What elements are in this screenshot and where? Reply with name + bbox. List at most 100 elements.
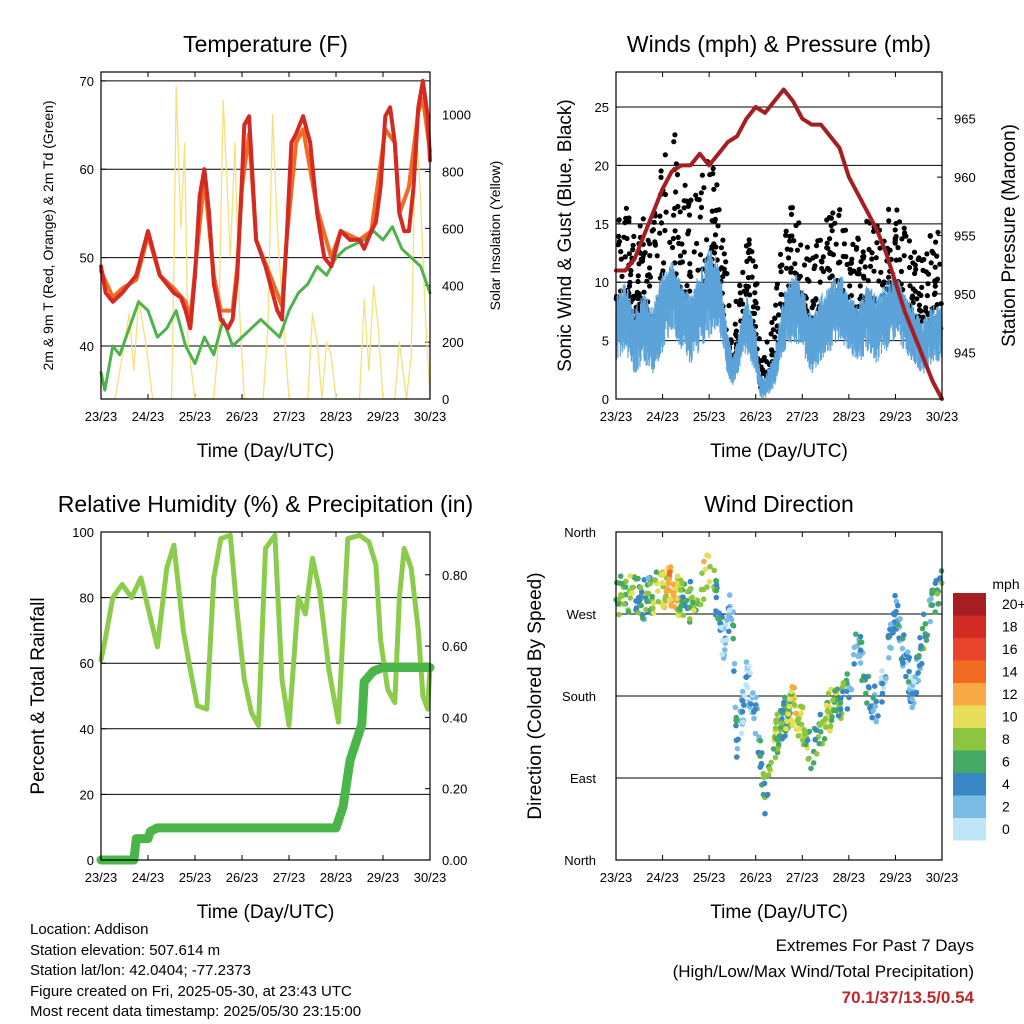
gust-dot xyxy=(673,161,680,167)
direction-point xyxy=(873,718,879,725)
direction-point xyxy=(848,686,855,693)
gust-dot xyxy=(710,165,716,172)
gust-dot xyxy=(777,263,783,269)
direction-point xyxy=(707,563,713,570)
direction-point xyxy=(829,714,835,720)
gust-dot xyxy=(912,262,918,268)
gust-dot xyxy=(652,239,658,245)
gust-dot xyxy=(764,339,770,345)
direction-point xyxy=(785,711,791,717)
direction-point xyxy=(909,696,915,702)
direction-point xyxy=(857,647,864,653)
location-text: Location: Addison xyxy=(30,921,149,938)
winds-xtick-label: 23/23 xyxy=(600,409,633,424)
gust-dot xyxy=(674,172,681,178)
gust-dot xyxy=(869,256,875,262)
gust-dot xyxy=(716,207,722,213)
gust-dot xyxy=(856,266,862,272)
direction-point xyxy=(837,699,844,706)
recent-text: Most recent data timestamp: 2025/05/30 2… xyxy=(30,1003,362,1020)
temperature-ylabel: 2m & 9m T (Red, Orange) & 2m Td (Green) xyxy=(40,101,56,371)
gust-dot xyxy=(752,263,759,270)
gust-dot xyxy=(827,236,833,242)
humidity-xtick-label: 28/23 xyxy=(320,870,353,885)
direction-point xyxy=(906,668,912,675)
direction-xtick-label: 25/23 xyxy=(693,870,726,885)
gust-dot xyxy=(663,209,669,215)
winds-xtick-label: 25/23 xyxy=(693,409,726,424)
gust-dot xyxy=(820,254,826,260)
gust-dot xyxy=(630,242,636,248)
direction-point xyxy=(840,680,847,686)
gust-dot xyxy=(793,222,799,229)
gust-dot xyxy=(907,283,913,289)
gust-dot xyxy=(616,217,622,223)
gust-dot xyxy=(684,283,690,289)
gust-dot xyxy=(647,283,653,289)
direction-point xyxy=(869,714,875,721)
chart-temperature: Temperature (F) Time (Day/UTC) 23/23 24/23 2… xyxy=(40,31,503,462)
gust-dot xyxy=(813,243,820,249)
direction-point xyxy=(766,766,773,772)
direction-point xyxy=(895,622,901,628)
winds-y2tick-label: 950 xyxy=(954,287,976,302)
direction-point xyxy=(764,791,771,798)
direction-point xyxy=(846,694,852,701)
gust-dot xyxy=(646,272,652,278)
speed-legend: mph 20+ 18 16 14 12 10 8 6 4 2 0 xyxy=(953,576,1024,841)
speed-legend-label: 2 xyxy=(1002,799,1010,815)
direction-point xyxy=(916,662,923,669)
gust-dot xyxy=(669,244,676,251)
gust-dot xyxy=(737,282,743,288)
direction-point xyxy=(680,594,686,600)
gust-dot xyxy=(636,261,642,267)
chart-winds: Winds (mph) & Pressure (mb) Time (Day/UTC… xyxy=(555,31,1020,462)
direction-point xyxy=(667,596,674,602)
direction-point xyxy=(779,716,785,722)
gust-dot xyxy=(906,264,913,271)
direction-ytick-label: West xyxy=(567,607,597,622)
speed-legend-label: 18 xyxy=(1002,619,1018,635)
gust-dot xyxy=(893,257,899,263)
gust-dot xyxy=(679,241,685,247)
gust-dot xyxy=(906,238,913,244)
direction-point xyxy=(638,589,645,595)
direction-point xyxy=(668,602,674,608)
direction-point xyxy=(650,605,656,612)
direction-point xyxy=(892,592,898,599)
temperature-xtick-label: 27/23 xyxy=(273,409,306,424)
gust-dot xyxy=(682,182,688,188)
gust-dot xyxy=(932,264,938,270)
humidity-line xyxy=(98,532,433,728)
direction-point xyxy=(627,595,633,601)
gust-dot xyxy=(661,260,667,266)
direction-point xyxy=(647,580,653,587)
gust-dot xyxy=(857,283,863,289)
gust-dot xyxy=(894,207,900,213)
direction-point xyxy=(813,751,820,757)
gust-dot xyxy=(693,192,699,198)
gust-dot xyxy=(658,220,665,226)
direction-point xyxy=(748,701,754,707)
direction-point xyxy=(883,675,889,682)
direction-point xyxy=(865,684,872,690)
chart-direction: Wind Direction Time (Day/UTC) 23/23 24/23 25… xyxy=(525,491,1024,923)
gust-dot xyxy=(776,312,782,318)
gust-dot xyxy=(718,245,725,251)
gust-dot xyxy=(836,212,842,218)
gust-dot xyxy=(783,228,789,234)
gust-dot xyxy=(769,319,775,326)
direction-points xyxy=(613,552,945,817)
gust-dot xyxy=(658,174,664,180)
direction-point xyxy=(832,707,839,714)
direction-point xyxy=(729,622,736,628)
direction-point xyxy=(661,570,667,577)
gust-dot xyxy=(671,212,677,218)
temperature-xtick-label: 30/23 xyxy=(414,409,447,424)
direction-point xyxy=(862,674,869,680)
gust-dot xyxy=(709,208,715,214)
gust-dot xyxy=(920,267,926,273)
direction-point xyxy=(851,661,857,667)
gust-dot xyxy=(777,251,784,257)
